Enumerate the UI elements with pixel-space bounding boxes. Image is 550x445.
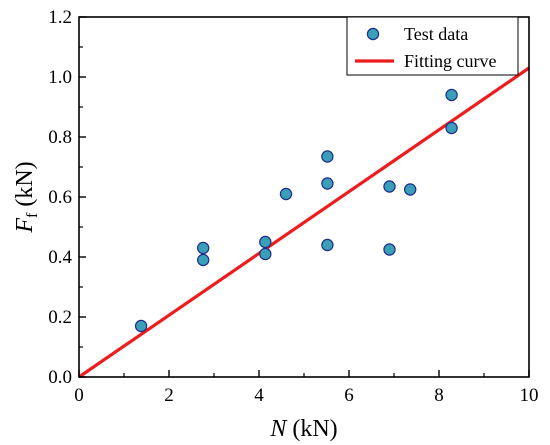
y-tick-label: 0.8 bbox=[48, 127, 72, 148]
fitting-curve-line bbox=[78, 66, 530, 379]
y-tick-label: 1.2 bbox=[48, 7, 72, 28]
y-tick-label: 1.0 bbox=[48, 67, 72, 88]
data-point bbox=[383, 243, 396, 256]
fitting-curve-group bbox=[78, 66, 530, 379]
test-data-group bbox=[134, 88, 458, 333]
y-axis-title: Ff (kN) bbox=[12, 161, 41, 233]
axis-tick-labels: 0 2 4 6 8 10 0.0 0.2 0.4 0.6 0.8 1.0 1.2 bbox=[48, 7, 538, 406]
y-axis-title-main: F bbox=[12, 218, 38, 234]
y-axis-title-sub: f bbox=[24, 212, 41, 218]
y-tick-label: 0.6 bbox=[48, 187, 72, 208]
x-tick-label: 8 bbox=[434, 385, 444, 406]
y-tick-label: 0.4 bbox=[48, 247, 72, 268]
data-point bbox=[259, 247, 272, 261]
legend-box bbox=[346, 16, 519, 76]
y-axis-title-unit: (kN) bbox=[12, 161, 38, 212]
data-point bbox=[259, 235, 272, 249]
data-point bbox=[383, 180, 396, 193]
y-tick-label: 0.2 bbox=[48, 307, 72, 328]
legend-marker-test-data bbox=[366, 27, 380, 41]
data-point bbox=[404, 183, 417, 196]
x-axis-title-unit: (kN) bbox=[286, 416, 337, 442]
legend: Test data Fitting curve bbox=[346, 16, 519, 76]
y-tick-label: 0.0 bbox=[48, 367, 72, 388]
axis-ticks bbox=[78, 16, 530, 378]
data-point bbox=[134, 319, 148, 333]
data-point bbox=[445, 121, 458, 135]
x-axis-title: N (kN) bbox=[269, 416, 337, 442]
x-tick-label: 10 bbox=[520, 385, 539, 406]
legend-label-test-data: Test data bbox=[404, 24, 468, 44]
legend-label-fitting-curve: Fitting curve bbox=[404, 51, 497, 71]
x-axis-title-main: N bbox=[269, 416, 288, 442]
data-point bbox=[321, 177, 334, 190]
data-point bbox=[321, 238, 334, 252]
x-tick-label: 2 bbox=[164, 385, 174, 406]
data-point bbox=[196, 253, 210, 267]
x-tick-label: 4 bbox=[254, 385, 264, 406]
data-point bbox=[321, 150, 334, 163]
data-point bbox=[445, 88, 458, 102]
x-tick-label: 6 bbox=[344, 385, 354, 406]
data-point bbox=[196, 241, 210, 255]
data-point bbox=[279, 187, 293, 201]
x-tick-label: 0 bbox=[74, 385, 84, 406]
